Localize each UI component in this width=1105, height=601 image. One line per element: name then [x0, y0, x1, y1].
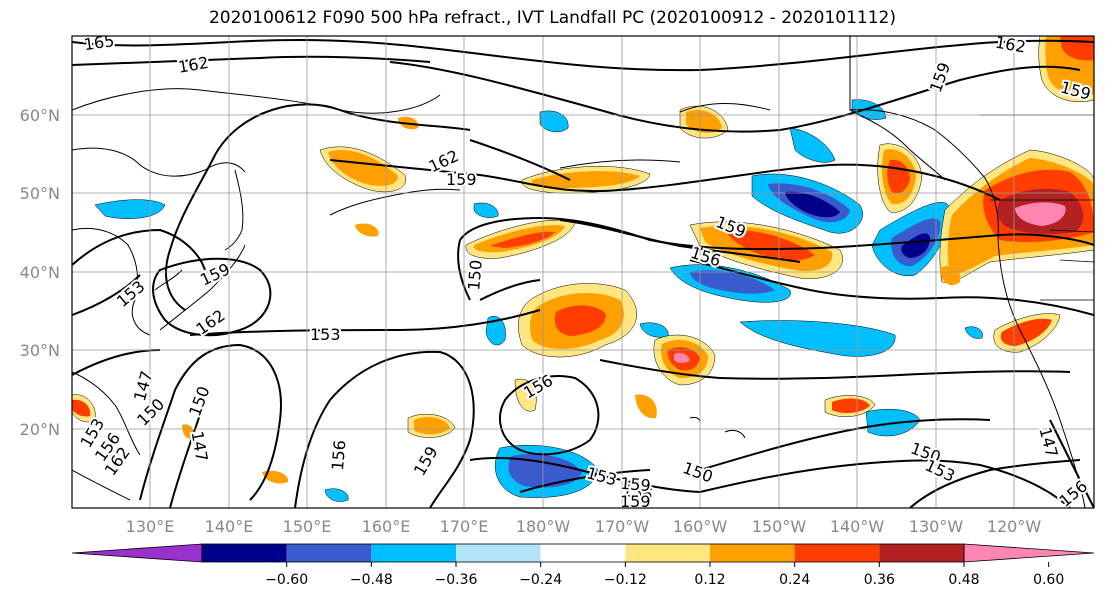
colorbar-swatch — [625, 544, 710, 562]
lon-label: 140°E — [205, 517, 254, 536]
lon-label: 130°E — [126, 517, 175, 536]
anomaly-patch — [789, 127, 836, 163]
lat-label: 30°N — [20, 341, 60, 360]
graticule — [72, 36, 1094, 508]
colorbar-extend-min — [71, 543, 203, 563]
anomaly-patch — [94, 199, 166, 219]
colorbar-outline — [201, 543, 965, 563]
map-frame — [71, 35, 1095, 509]
anomaly-patch — [686, 109, 722, 133]
lon-label: 130°W — [909, 517, 964, 536]
lat-label: 50°N — [20, 184, 60, 203]
colorbar-tick-label: −0.12 — [604, 572, 647, 588]
coastlines — [72, 36, 1086, 508]
anomaly-patch — [635, 394, 657, 419]
lon-label: 120°W — [987, 517, 1042, 536]
lat-label: 20°N — [20, 420, 60, 439]
contour-label: 147 — [188, 430, 212, 463]
anomaly-patch — [554, 305, 606, 336]
colorbar-tick-label: −0.36 — [435, 572, 478, 588]
colorbar: −0.60 −0.48 −0.36 −0.24 −0.12 0.12 0.24 0.36 0.4… — [71, 543, 1095, 588]
anomaly-patch — [1015, 202, 1066, 226]
contour-label: 150 — [185, 384, 213, 419]
anomaly-patch — [639, 322, 669, 338]
anomaly-patch — [182, 424, 194, 439]
anomaly-patch — [324, 488, 349, 502]
colorbar-tick-label: 0.12 — [694, 572, 725, 588]
contour-label: 150 — [680, 458, 715, 486]
colorbar-tick-label: −0.48 — [350, 572, 393, 588]
colorbar-tick-label: 0.24 — [779, 572, 810, 588]
lon-label: 170°E — [440, 517, 489, 536]
contour-label: 159 — [620, 492, 651, 511]
shaded-anomaly-field — [72, 36, 1094, 502]
colorbar-tick-label: 0.60 — [1033, 572, 1064, 588]
colorbar-swatch — [286, 544, 372, 562]
colorbar-swatch — [202, 544, 287, 562]
colorbar-tick-label: −0.60 — [265, 572, 308, 588]
lat-label: 40°N — [20, 263, 60, 282]
anomaly-patch — [901, 233, 930, 258]
contour-label: 159 — [446, 170, 477, 189]
lon-label: 150°E — [283, 517, 332, 536]
anomaly-patch — [72, 399, 91, 417]
lon-label: 160°W — [673, 517, 728, 536]
contour-label: 153 — [922, 456, 958, 486]
anomaly-patch — [690, 270, 775, 294]
contour-label: 159 — [410, 443, 442, 479]
contour-label: 150 — [464, 259, 486, 291]
contour-label: 153 — [310, 325, 341, 344]
lon-label: 150°W — [752, 517, 807, 536]
anomaly-patch — [485, 316, 506, 346]
lon-label: 180°W — [516, 517, 571, 536]
anomaly-patch — [262, 470, 289, 484]
lon-label: 160°E — [362, 517, 411, 536]
map-title: 2020100612 F090 500 hPa refract., IVT La… — [208, 8, 896, 28]
anomaly-patch — [539, 110, 569, 133]
contour-label: 162 — [177, 53, 210, 77]
colorbar-swatch — [540, 544, 626, 562]
contour-label: 156 — [328, 439, 350, 471]
contour-label: 153 — [584, 463, 618, 489]
lon-label: 170°W — [595, 517, 650, 536]
contour-label: 159 — [619, 474, 651, 496]
colorbar-swatch — [710, 544, 795, 562]
colorbar-tick-label: −0.24 — [519, 572, 562, 588]
anomaly-patch — [674, 352, 690, 363]
anomaly-patch — [414, 417, 450, 435]
anomaly-patch — [328, 150, 398, 186]
contour-label: 159 — [926, 60, 954, 95]
colorbar-swatch — [794, 544, 880, 562]
anomaly-patch — [473, 202, 499, 218]
anomaly-patch — [940, 265, 961, 286]
colorbar-extend-max — [963, 543, 1095, 563]
anomaly-patch — [508, 453, 582, 488]
colorbar-swatch — [371, 544, 456, 562]
contour-label: 165 — [83, 31, 116, 54]
anomaly-patch — [832, 398, 870, 414]
anomaly-patch — [739, 320, 896, 357]
colorbar-tick-label: 0.36 — [864, 572, 895, 588]
anomaly-patch — [785, 191, 840, 218]
lat-label: 60°N — [20, 106, 60, 125]
anomaly-patch — [490, 231, 555, 248]
colorbar-swatch — [879, 544, 964, 562]
anomaly-patch — [725, 229, 815, 261]
anomaly-patch — [1000, 318, 1052, 346]
anomaly-patch — [964, 326, 983, 339]
lon-label: 140°W — [830, 517, 885, 536]
contour-label: 147 — [1035, 425, 1061, 459]
colorbar-tick-label: 0.48 — [948, 572, 979, 588]
latitude-labels: 60°N 50°N 40°N 30°N 20°N — [20, 106, 60, 439]
colorbar-swatch — [456, 544, 541, 562]
contour-label: 156 — [1055, 476, 1091, 510]
anomaly-patch — [355, 223, 379, 237]
longitude-labels: 130°E 140°E 150°E 160°E 170°E 180°W 170°… — [126, 517, 1042, 536]
contour-label: 153 — [113, 277, 149, 311]
